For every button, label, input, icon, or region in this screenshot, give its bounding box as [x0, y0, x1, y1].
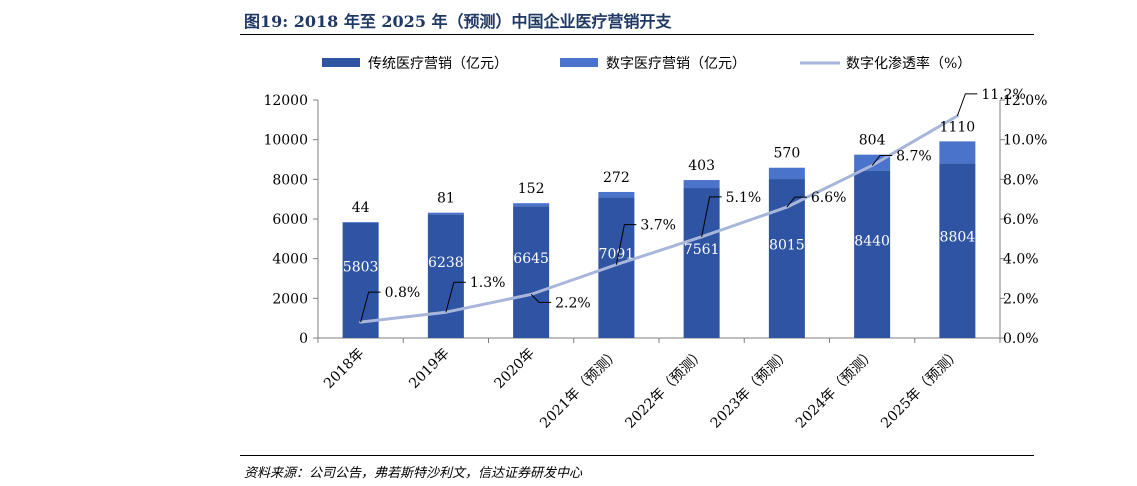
bar-traditional: [427, 214, 464, 338]
bar-traditional: [854, 170, 891, 338]
right-tick-label: 10.0%: [1003, 133, 1047, 149]
bar-traditional: [513, 206, 550, 338]
bar-digital: [683, 180, 720, 189]
axes: 0 2000 4000 6000 8000 10000 12000 0.0% 2.0% 4.0% 6…: [263, 93, 1047, 432]
label-digital: 44: [352, 200, 370, 216]
label-penetration: 8.7%: [896, 148, 932, 164]
right-tick-label: 4.0%: [1003, 252, 1039, 268]
bar-digital: [513, 203, 550, 207]
x-category-label: 2022年（预测）: [622, 346, 708, 432]
label-leader: [956, 93, 978, 117]
legend-penetration-label: 数字化渗透率（%）: [846, 55, 971, 72]
label-penetration: 0.8%: [385, 285, 421, 301]
label-traditional: 8440: [854, 233, 890, 249]
legend-traditional-swatch: [322, 58, 360, 67]
left-tick-label: 8000: [272, 172, 308, 188]
figure-title: 图19: 2018 年至 2025 年（预测）中国企业医疗营销开支: [244, 12, 672, 31]
label-penetration: 11.2%: [981, 87, 1025, 103]
bar-digital: [598, 191, 635, 198]
right-tick-label: 6.0%: [1003, 212, 1039, 228]
bar-traditional: [768, 179, 805, 338]
legend-digital-label: 数字医疗营销（亿元）: [606, 56, 746, 72]
label-penetration: 1.3%: [470, 275, 506, 291]
label-traditional: 8804: [940, 230, 976, 246]
left-tick-label: 4000: [272, 252, 308, 268]
label-leader: [360, 291, 381, 323]
label-digital: 1110: [940, 119, 976, 135]
label-traditional: 8015: [769, 238, 805, 254]
label-traditional: 7561: [684, 242, 720, 258]
label-digital: 272: [603, 170, 630, 186]
left-tick-label: 12000: [263, 93, 308, 109]
bar-traditional: [342, 222, 379, 338]
bar-traditional: [683, 188, 720, 338]
label-digital: 403: [688, 158, 715, 174]
x-category-label: 2025年（预测）: [878, 346, 964, 432]
left-tick-label: 2000: [272, 291, 308, 307]
label-digital: 81: [437, 191, 455, 207]
bar-traditional: [939, 163, 976, 338]
label-digital: 570: [774, 146, 801, 162]
right-tick-label: 0.0%: [1003, 331, 1039, 347]
legend-traditional-label: 传统医疗营销（亿元）: [368, 56, 508, 72]
right-tick-label: 8.0%: [1003, 172, 1039, 188]
left-tick-label: 6000: [272, 212, 308, 228]
label-leader: [871, 154, 893, 166]
label-penetration: 3.7%: [640, 218, 676, 234]
label-penetration: 6.6%: [811, 190, 847, 206]
left-tick-label: 10000: [263, 133, 308, 149]
x-category-label: 2018年: [321, 346, 367, 392]
x-category-label: 2020年: [492, 346, 538, 392]
left-tick-label: 0: [299, 331, 308, 347]
label-penetration: 5.1%: [726, 190, 762, 206]
data-labels: 5803 6238 6645 7091 7561 8015 8440 8804 44 81 152 2…: [343, 87, 1026, 323]
label-traditional: 6645: [513, 251, 549, 267]
right-tick-label: 12.0%: [1003, 93, 1047, 109]
x-category-label: 2024年（预测）: [793, 346, 879, 432]
source-rule: [240, 455, 1034, 456]
title-rule: [240, 34, 1034, 35]
penetration-line: [360, 114, 959, 324]
bar-digital: [342, 222, 379, 223]
right-tick-label: 2.0%: [1003, 291, 1039, 307]
source-note: 资料来源：公司公告，弗若斯特沙利文，信达证券研发中心: [244, 466, 583, 481]
label-leader: [701, 196, 722, 237]
bar-digital: [939, 141, 976, 164]
label-leader: [530, 294, 552, 303]
label-leader: [786, 196, 807, 208]
label-traditional: 7091: [599, 247, 635, 263]
x-category-label: 2021年（预测）: [537, 346, 623, 432]
bar-digital: [768, 167, 805, 180]
x-category-label: 2019年: [406, 346, 452, 392]
label-digital: 804: [859, 133, 886, 149]
bar-digital: [427, 212, 464, 215]
label-leader: [445, 281, 466, 313]
label-traditional: 6238: [428, 255, 464, 271]
label-penetration: 2.2%: [555, 295, 591, 311]
x-category-label: 2023年（预测）: [708, 346, 794, 432]
legend-digital-swatch: [560, 58, 598, 67]
legend: 传统医疗营销（亿元） 数字医疗营销（亿元） 数字化渗透率（%）: [322, 55, 971, 72]
label-leader: [615, 224, 637, 265]
label-digital: 152: [518, 181, 545, 197]
label-traditional: 5803: [343, 259, 379, 275]
